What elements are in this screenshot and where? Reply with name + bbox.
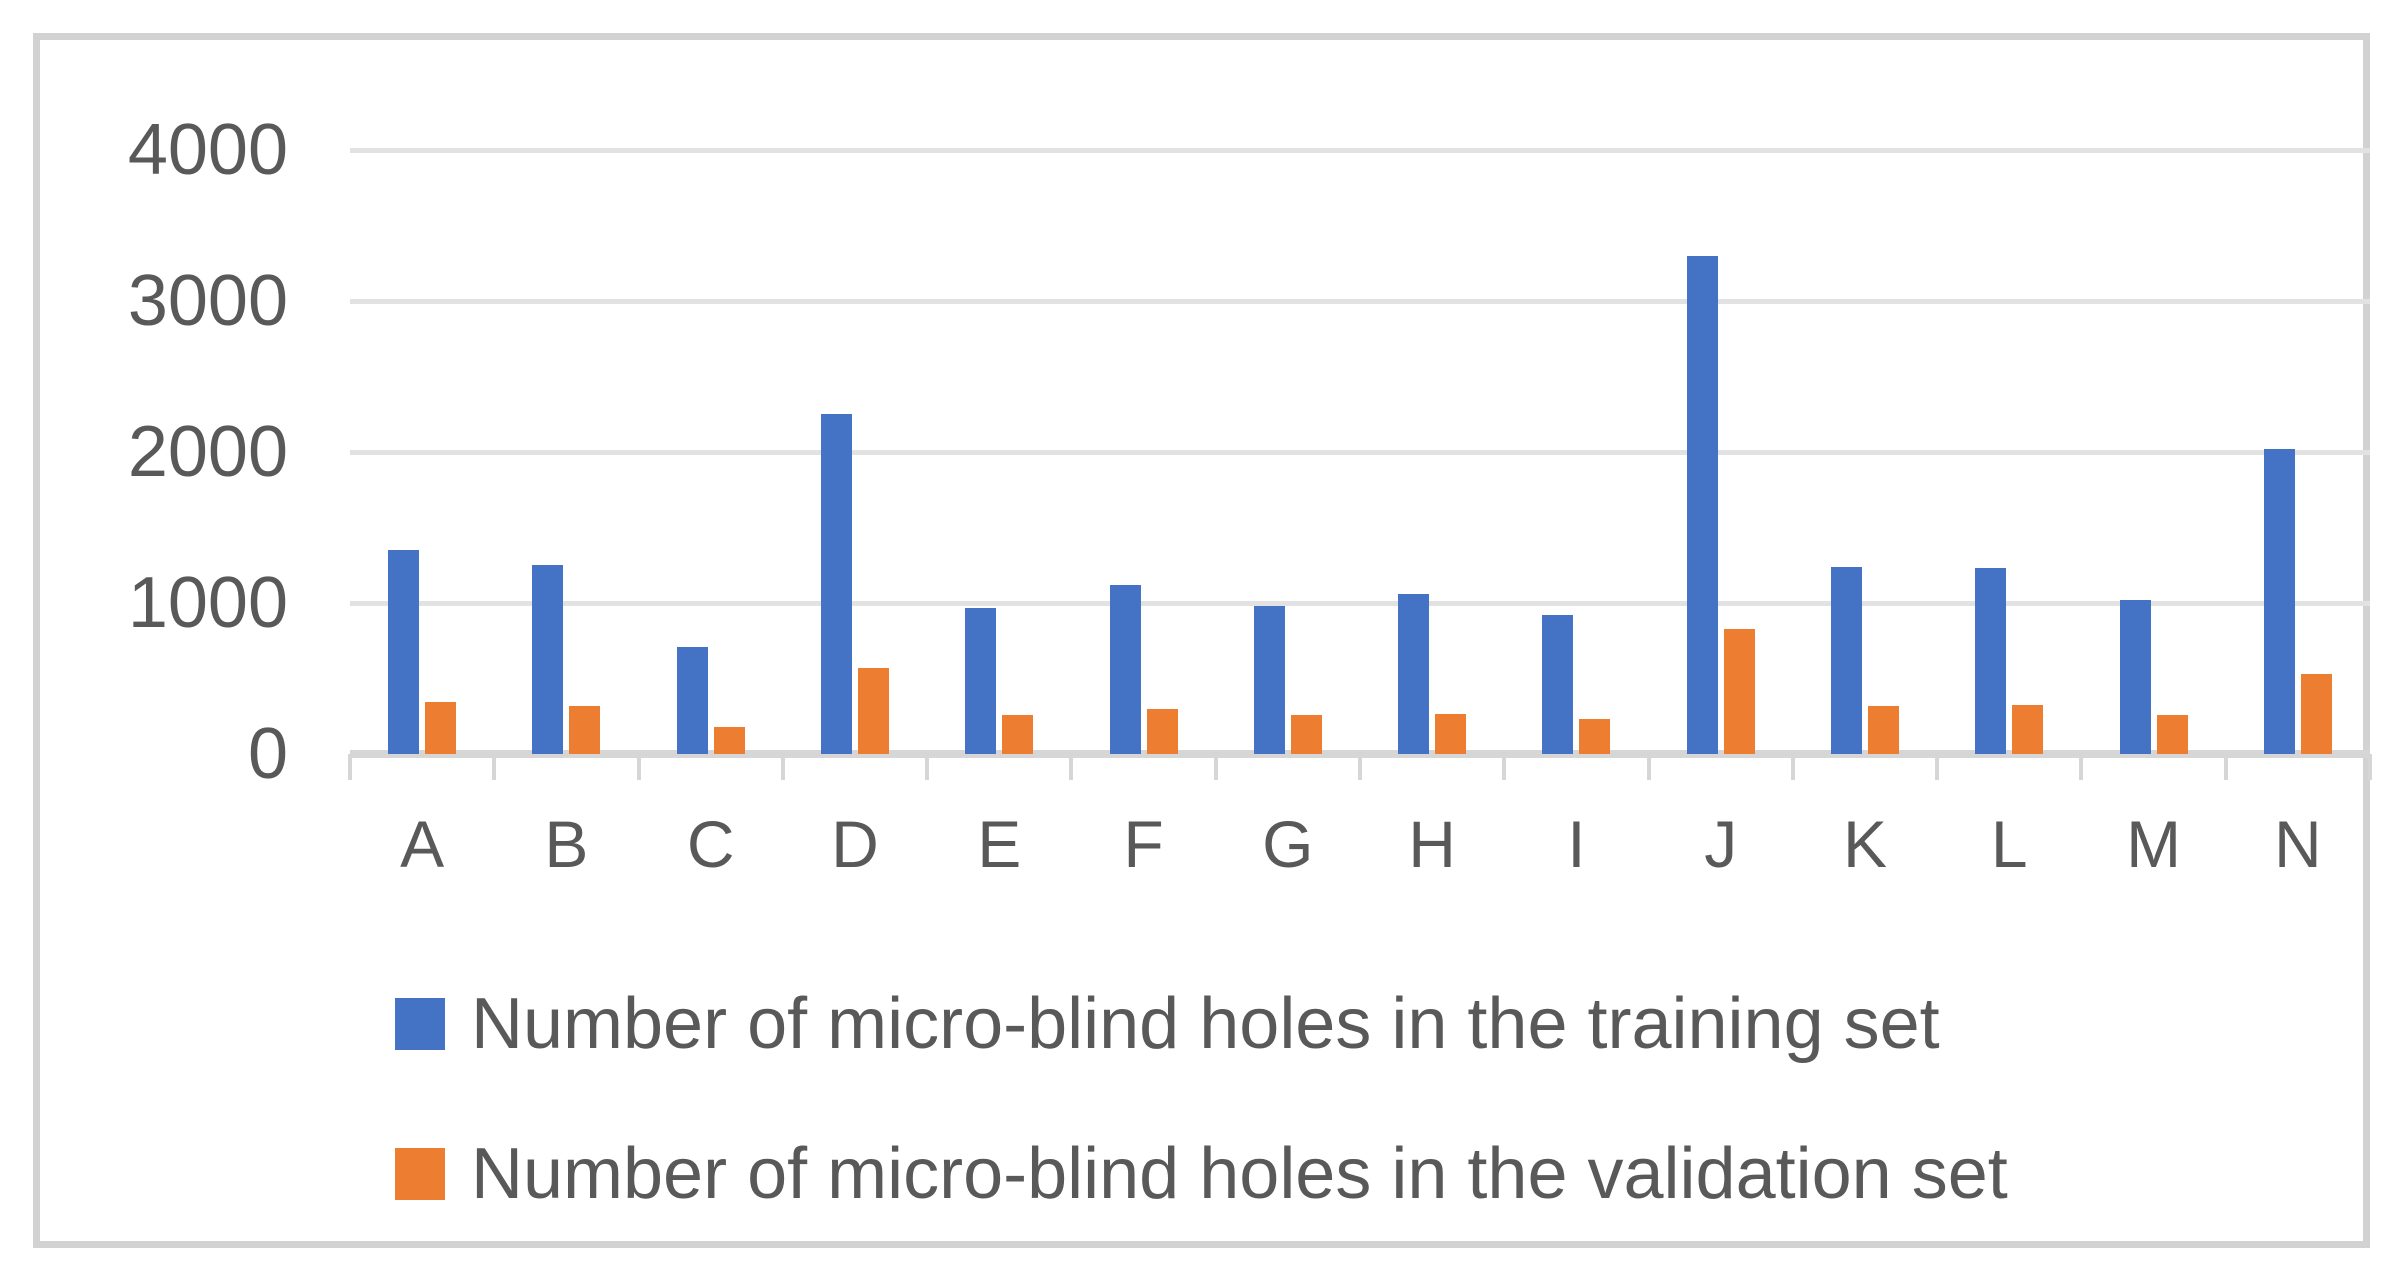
x-tick-label-J: J xyxy=(1704,807,1738,881)
axis-tick-mark xyxy=(1213,754,1218,780)
bar-validation-F xyxy=(1146,709,1178,754)
x-tick-label-G: G xyxy=(1262,807,1314,881)
category-group-B xyxy=(494,150,638,754)
plot-area xyxy=(350,148,2370,758)
bar-validation-J xyxy=(1723,629,1755,754)
legend-item-validation: Number of micro-blind holes in the valid… xyxy=(395,1134,2008,1214)
axis-tick-mark xyxy=(780,754,785,780)
bar-validation-N xyxy=(2300,674,2332,754)
x-tick-label-K: K xyxy=(1842,807,1888,881)
bar-training-K xyxy=(1830,567,1862,754)
axis-tick-mark xyxy=(2079,754,2084,780)
bar-validation-A xyxy=(425,702,457,754)
bar-training-G xyxy=(1253,606,1285,754)
legend-label-validation: Number of micro-blind holes in the valid… xyxy=(471,1134,2008,1214)
bar-validation-C xyxy=(713,727,745,754)
bar-validation-G xyxy=(1290,715,1322,754)
x-tick-label-N: N xyxy=(2274,807,2322,881)
y-tick-label-3000: 3000 xyxy=(127,261,288,341)
x-tick-label-H: H xyxy=(1408,807,1456,881)
bar-training-N xyxy=(2263,449,2295,754)
axis-tick-mark xyxy=(1646,754,1651,780)
axis-tick-mark xyxy=(1935,754,1940,780)
y-tick-label-1000: 1000 xyxy=(127,563,288,643)
gridline-1000 xyxy=(350,601,2370,606)
bar-training-I xyxy=(1542,615,1574,754)
x-tick-label-C: C xyxy=(686,807,735,881)
category-group-D xyxy=(783,150,927,754)
category-group-A xyxy=(350,150,494,754)
axis-tick-mark xyxy=(348,754,352,780)
category-group-M xyxy=(2081,150,2225,754)
gridline-4000 xyxy=(350,148,2370,153)
category-group-E xyxy=(927,150,1071,754)
x-tick-label-D: D xyxy=(831,807,879,881)
chart-frame: 0 1000 2000 3000 4000 A B C D E F G H I J K L M N Number … xyxy=(33,33,2372,1248)
axis-tick-mark xyxy=(925,754,930,780)
bar-training-M xyxy=(2119,600,2151,754)
axis-tick-mark xyxy=(2223,754,2228,780)
x-tick-label-L: L xyxy=(1990,807,2028,881)
bar-training-D xyxy=(820,414,852,754)
legend-swatch-training xyxy=(395,998,445,1050)
legend: Number of micro-blind holes in the train… xyxy=(395,984,2008,1282)
legend-item-training: Number of micro-blind holes in the train… xyxy=(395,984,2008,1064)
category-group-F xyxy=(1071,150,1215,754)
category-group-H xyxy=(1360,150,1504,754)
bar-validation-L xyxy=(2012,705,2044,754)
category-group-K xyxy=(1793,150,1937,754)
category-group-I xyxy=(1504,150,1648,754)
x-tick-label-F: F xyxy=(1123,807,1164,881)
axis-tick-mark xyxy=(1069,754,1074,780)
bar-validation-E xyxy=(1002,715,1034,754)
axis-tick-mark xyxy=(1358,754,1362,780)
category-group-L xyxy=(1937,150,2081,754)
axis-tick-mark xyxy=(636,754,641,780)
gridline-2000 xyxy=(350,450,2370,455)
y-tick-label-4000: 4000 xyxy=(127,110,288,190)
bar-training-L xyxy=(1975,568,2007,754)
axis-tick-mark xyxy=(1790,754,1795,780)
bars-layer xyxy=(350,150,2370,754)
x-tick-label-I: I xyxy=(1567,807,1586,881)
category-group-N xyxy=(2226,150,2370,754)
legend-label-training: Number of micro-blind holes in the train… xyxy=(471,984,1940,1064)
y-tick-label-0: 0 xyxy=(247,714,288,794)
axis-tick-mark xyxy=(1502,754,1507,780)
x-tick-label-B: B xyxy=(544,807,589,881)
bar-validation-H xyxy=(1435,714,1467,754)
x-tick-label-A: A xyxy=(400,807,445,881)
bar-validation-B xyxy=(569,706,601,754)
x-tick-label-M: M xyxy=(2126,807,2182,881)
bar-training-H xyxy=(1398,594,1430,754)
gridline-3000 xyxy=(350,299,2370,304)
axis-tick-mark xyxy=(2368,754,2372,780)
bar-validation-M xyxy=(2156,715,2188,754)
bar-validation-I xyxy=(1579,719,1611,754)
axis-tick-mark xyxy=(492,754,497,780)
bar-training-F xyxy=(1109,585,1141,754)
category-group-C xyxy=(639,150,783,754)
bar-training-E xyxy=(965,608,997,754)
bar-training-J xyxy=(1686,256,1718,754)
bar-training-A xyxy=(388,550,420,754)
category-group-J xyxy=(1649,150,1793,754)
category-group-G xyxy=(1216,150,1360,754)
bar-validation-K xyxy=(1867,706,1899,754)
bar-validation-D xyxy=(857,668,889,754)
bar-training-B xyxy=(532,565,564,754)
legend-swatch-validation xyxy=(395,1148,445,1200)
bar-training-C xyxy=(676,647,708,754)
y-tick-label-2000: 2000 xyxy=(127,412,288,492)
x-tick-label-E: E xyxy=(977,807,1022,881)
